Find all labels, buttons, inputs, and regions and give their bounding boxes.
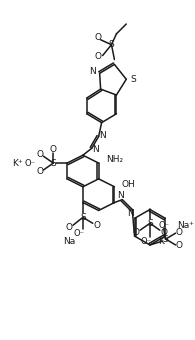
- Text: NH₂: NH₂: [106, 155, 124, 164]
- Text: O: O: [133, 228, 140, 237]
- Text: O: O: [50, 145, 57, 154]
- Text: S: S: [109, 40, 114, 49]
- Text: S: S: [50, 158, 56, 168]
- Text: N: N: [92, 145, 99, 154]
- Text: K⁺: K⁺: [159, 237, 169, 245]
- Text: S: S: [163, 235, 169, 243]
- Text: N: N: [89, 67, 96, 76]
- Text: S: S: [130, 75, 136, 84]
- Text: OH: OH: [121, 180, 135, 189]
- Text: O: O: [94, 33, 101, 42]
- Text: O: O: [94, 52, 101, 61]
- Text: O: O: [37, 168, 44, 176]
- Text: N: N: [99, 131, 106, 140]
- Text: O⁻: O⁻: [74, 228, 84, 238]
- Text: O: O: [37, 150, 44, 159]
- Text: O: O: [175, 228, 182, 237]
- Text: O: O: [66, 223, 73, 232]
- Text: O⁻: O⁻: [141, 237, 152, 245]
- Text: S: S: [147, 219, 153, 228]
- Text: O: O: [160, 228, 167, 237]
- Text: N: N: [127, 209, 134, 218]
- Text: O⁻: O⁻: [158, 221, 169, 230]
- Text: Na: Na: [63, 237, 75, 245]
- Text: O: O: [175, 241, 182, 251]
- Text: O⁻: O⁻: [24, 158, 35, 168]
- Text: S: S: [80, 213, 86, 222]
- Text: Na⁺: Na⁺: [177, 221, 194, 230]
- Text: K⁺: K⁺: [12, 158, 23, 168]
- Text: N: N: [117, 191, 124, 200]
- Text: O: O: [93, 221, 100, 230]
